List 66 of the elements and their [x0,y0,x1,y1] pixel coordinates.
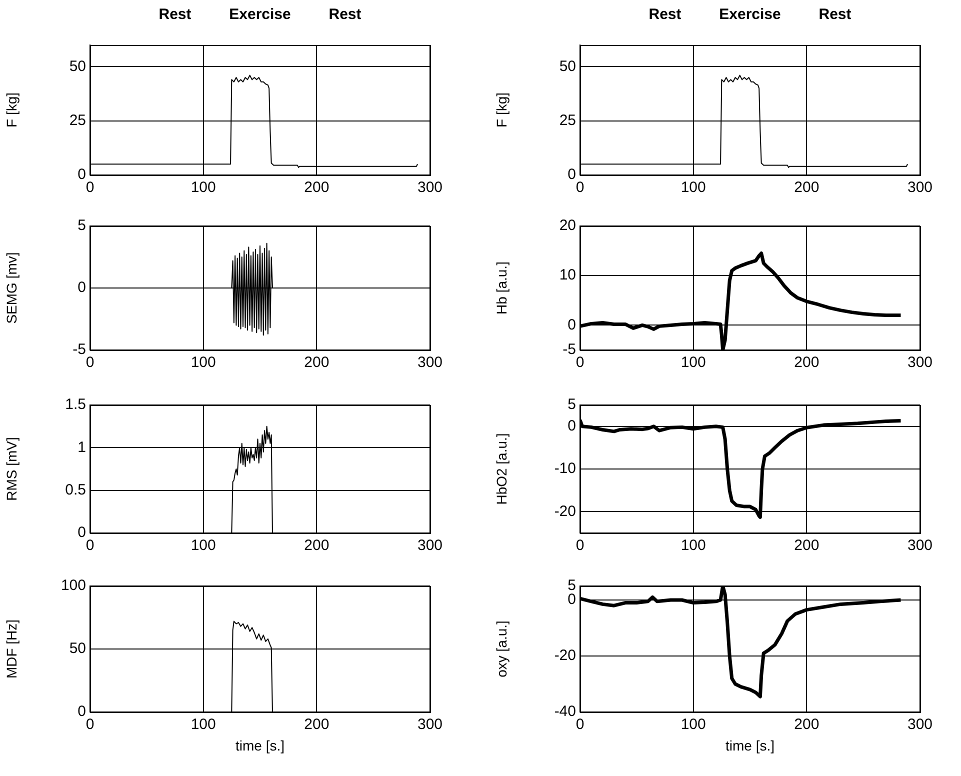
y-tick-label: 0 [568,316,576,334]
x-tick-label: 300 [417,179,443,196]
y-axis-title: F [kg] [3,92,20,128]
x-tick-label: 100 [680,716,706,734]
text: Rest [328,6,362,24]
y-axis-title: HbO2 [a.u.] [493,433,510,505]
text: Exercise [229,6,291,24]
y-axis-title: RMS [mV] [3,437,20,501]
x-axis-title: time [s.] [725,737,775,754]
y-tick-label: 20 [559,217,576,234]
y-tick-label: 50 [559,58,576,75]
y-tick-label: -5 [72,341,86,358]
y-tick-label: 25 [69,112,86,129]
y-tick-label: 0 [78,279,86,296]
x-tick-label: 300 [417,716,443,734]
y-tick-label: 50 [69,640,86,658]
x-tick-label: 100 [190,716,216,734]
x-tick-label: 200 [794,179,820,196]
y-tick-label: -5 [562,341,576,358]
y-tick-label: -10 [554,460,576,478]
y-tick-label: -20 [554,647,576,664]
x-axis-title: time [s.] [235,737,285,754]
text: Rest [158,6,192,24]
y-tick-label: 0 [568,166,576,184]
x-tick-label: 300 [417,354,443,372]
y-tick-label: 5 [568,396,576,414]
text: Exercise [719,6,781,24]
x-tick-label: 200 [794,537,820,554]
x-tick-label: 100 [190,354,216,372]
x-tick-label: 100 [680,537,706,554]
y-axis-title: oxy [a.u.] [493,620,510,678]
x-tick-label: 100 [680,179,706,196]
x-tick-label: 100 [190,179,216,196]
x-tick-label: 200 [794,354,820,372]
y-tick-label: 0 [78,703,86,720]
x-tick-label: 300 [417,537,443,554]
y-tick-label: 25 [559,112,576,129]
text: Rest [818,6,852,24]
x-tick-label: 200 [304,537,330,554]
y-axis-title: Hb [a.u.] [493,262,510,314]
y-tick-label: 0.5 [65,481,86,498]
x-tick-label: 300 [907,179,933,196]
x-tick-label: 200 [304,354,330,372]
x-tick-label: 200 [304,179,330,196]
x-tick-label: 200 [794,716,820,734]
y-tick-label: 10 [559,266,576,284]
x-tick-label: 300 [907,354,933,372]
y-tick-label: 0 [568,417,576,434]
x-tick-label: 100 [190,537,216,554]
y-tick-label: -40 [554,703,576,720]
x-tick-label: 200 [304,716,330,734]
y-axis-title: F [kg] [493,92,510,128]
y-tick-label: -20 [554,502,576,520]
y-tick-label: 100 [60,577,86,594]
x-tick-label: 300 [907,537,933,554]
y-tick-label: 1 [78,438,86,456]
y-tick-label: 50 [69,58,86,75]
x-tick-label: 300 [907,716,933,734]
y-tick-label: 1.5 [65,396,86,414]
y-axis-title: SEMG [mv] [3,252,20,324]
x-tick-label: 100 [680,354,706,372]
y-axis-title: MDF [Hz] [3,619,20,679]
y-tick-label: 0 [78,524,86,542]
text: Rest [648,6,682,24]
y-tick-label: 5 [78,217,86,234]
y-tick-label: 0 [78,166,86,184]
